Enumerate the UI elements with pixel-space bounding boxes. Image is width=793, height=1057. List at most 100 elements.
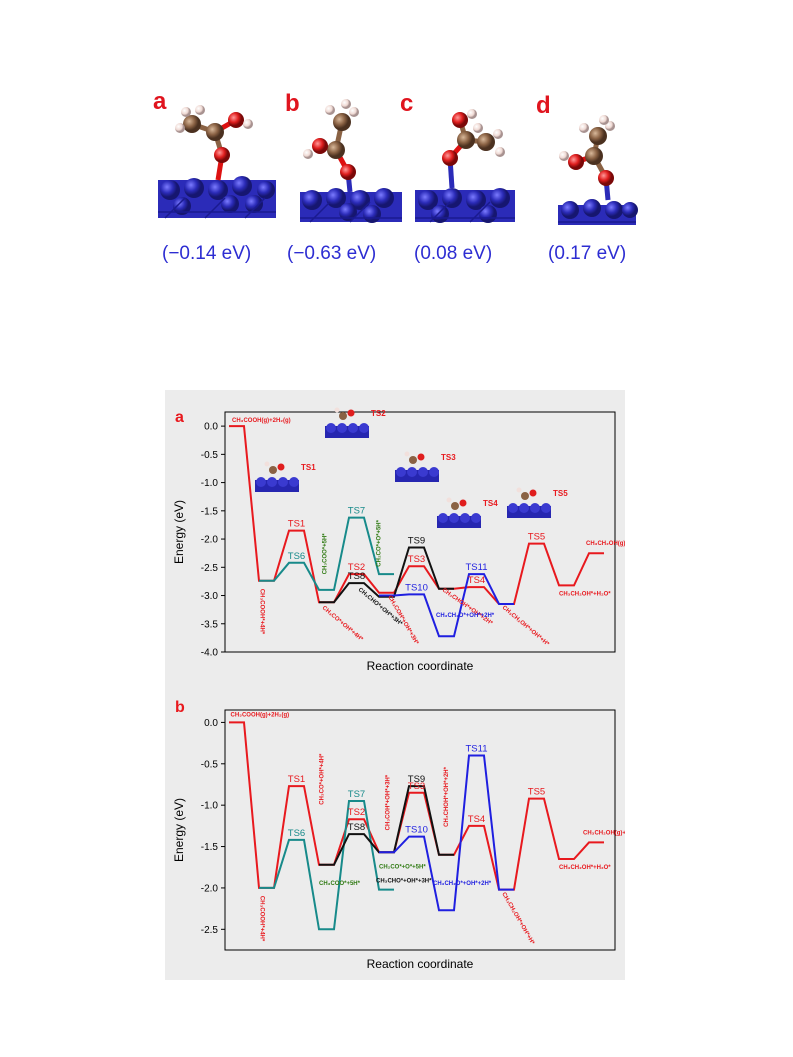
y-axis-label: Energy (eV) xyxy=(172,500,186,564)
species-label: CH₃CHOH*+OH*+2H* xyxy=(441,587,494,627)
inset-structure-ts2: TS2 xyxy=(325,407,386,438)
y-tick-label: -1.0 xyxy=(201,801,219,812)
inset-atom xyxy=(409,456,417,464)
species-label: CH₃CH₂O*+OH*+2H* xyxy=(433,881,492,887)
ts-label: TS6 xyxy=(288,551,305,562)
y-tick-label: -0.5 xyxy=(201,450,219,461)
ts-label: TS4 xyxy=(468,814,485,825)
inset-atom xyxy=(348,423,358,433)
inset-atom xyxy=(417,453,425,461)
species-label: CH₃CH₂OH*+H₂O* xyxy=(559,865,611,871)
inset-atom xyxy=(541,503,551,513)
plot-frame xyxy=(224,411,616,653)
ts-label: TS4 xyxy=(468,575,485,586)
energy-label-a: (−0.14 eV) xyxy=(162,243,252,264)
species-label: CH₃COO*+5H* xyxy=(323,533,329,575)
inset-surface xyxy=(395,470,439,482)
inset-structure-ts5: TS5 xyxy=(507,487,568,518)
energy-panel-b: 0.0 -0.5 -1.0 -1.5 -2.0 -2.5 Energy (eV) Reacti… xyxy=(172,699,645,971)
y-axis-label: Energy (eV) xyxy=(172,798,186,862)
inset-surface xyxy=(325,426,369,438)
series-line-blue xyxy=(379,754,514,912)
inset-structure-ts4: TS4 xyxy=(437,497,498,528)
energy-label-b: (−0.63 eV) xyxy=(287,243,377,264)
energy-label-c: (0.08 eV) xyxy=(414,243,493,264)
inset-surface xyxy=(437,516,481,528)
ts-label: TS11 xyxy=(465,562,487,573)
y-tick-label: -2.0 xyxy=(201,535,219,546)
series-line-red xyxy=(229,721,604,891)
inset-atom xyxy=(519,503,529,513)
ts-label: TS5 xyxy=(528,532,545,543)
y-tick-label: -4.0 xyxy=(201,648,219,659)
panel-letter-c: c xyxy=(400,90,414,117)
species-label: CH₃CHO*+OH*+3H* xyxy=(376,878,432,884)
ts-label: TS10 xyxy=(405,582,428,593)
inset-atom xyxy=(396,467,406,477)
ts-label: TS3 xyxy=(408,554,425,565)
inset-atom xyxy=(508,503,518,513)
y-tick-label: -3.0 xyxy=(201,591,219,602)
inset-surface xyxy=(255,480,299,492)
species-label: CH₃CH₂OH*+OH*+H* xyxy=(500,892,535,947)
panel-letter-b-chart: b xyxy=(175,699,185,716)
energy-profile-svg: 0.0 -0.5 -1.0 -1.5 -2.0 -2.5 -3.0 -3.5 -4.0 Energ… xyxy=(172,407,648,971)
inset-atom xyxy=(337,423,347,433)
series-line-red xyxy=(229,425,604,605)
inset-atom xyxy=(521,492,529,500)
y-tick-label: 0.0 xyxy=(204,422,218,433)
energy-label-d: (0.17 eV) xyxy=(548,243,627,264)
y-tick-label: -2.5 xyxy=(201,925,219,936)
inset-atom xyxy=(407,467,417,477)
inset-atom xyxy=(471,513,481,523)
inset-atom xyxy=(460,513,470,523)
inset-atom xyxy=(277,463,285,471)
ts-label: TS2 xyxy=(348,807,365,818)
inset-label: TS2 xyxy=(371,409,386,418)
molecule-c xyxy=(415,109,515,223)
inset-atom xyxy=(429,467,439,477)
inset-atom xyxy=(529,489,537,497)
x-axis-label: Reaction coordinate xyxy=(367,659,474,673)
inset-atom xyxy=(347,409,355,417)
inset-surface xyxy=(507,506,551,518)
molecule-illustrations xyxy=(158,99,638,225)
molecule-b xyxy=(300,99,402,223)
molecule-d xyxy=(558,115,638,225)
inset-atom xyxy=(446,497,452,503)
inset-structure-ts3: TS3 xyxy=(395,451,456,482)
ts-label: TS10 xyxy=(405,825,428,836)
species-label: CH₃COOH(g)+2H₂(g) xyxy=(231,712,290,718)
species-label: CH₃COOH*+4H* xyxy=(259,896,265,942)
y-tick-label: -1.5 xyxy=(201,842,219,853)
panel-letter-a-chart: a xyxy=(175,409,184,426)
ts-label: TS5 xyxy=(528,787,545,798)
inset-atom xyxy=(267,477,277,487)
y-tick-label: -0.5 xyxy=(201,759,219,770)
molecule-a xyxy=(158,105,276,219)
species-label: CH₃COOH(g)+2H₂(g) xyxy=(232,418,291,424)
species-label: CH₂CO*+O*+5H* xyxy=(379,864,426,870)
inset-label: TS5 xyxy=(553,489,568,498)
series-line-blue xyxy=(379,573,514,638)
inset-atom xyxy=(449,513,459,523)
inset-atom xyxy=(269,466,277,474)
species-label: CH₃CO*+OH*+4H* xyxy=(320,753,326,805)
inset-atom xyxy=(339,412,347,420)
species-label: CH₃COOH*+4H* xyxy=(259,589,265,635)
ts-label: TS1 xyxy=(288,774,305,785)
ts-label: TS8 xyxy=(348,822,365,833)
inset-atom xyxy=(289,477,299,487)
x-axis-label: Reaction coordinate xyxy=(367,957,474,971)
inset-atom xyxy=(418,467,428,477)
energy-profile-figure: 0.0 -0.5 -1.0 -1.5 -2.0 -2.5 -3.0 -3.5 -4.0 Energ… xyxy=(165,390,648,980)
ts-label: TS8 xyxy=(348,571,365,582)
plot-frame xyxy=(224,709,616,951)
series-line-teal xyxy=(259,516,394,591)
inset-label: TS1 xyxy=(301,463,316,472)
inset-atom xyxy=(459,499,467,507)
y-tick-label: -1.5 xyxy=(201,506,219,517)
y-tick-label: -3.5 xyxy=(201,619,219,630)
species-label: CH₃CH₂OH*+H₂O* xyxy=(559,591,611,597)
inset-atom xyxy=(278,477,288,487)
